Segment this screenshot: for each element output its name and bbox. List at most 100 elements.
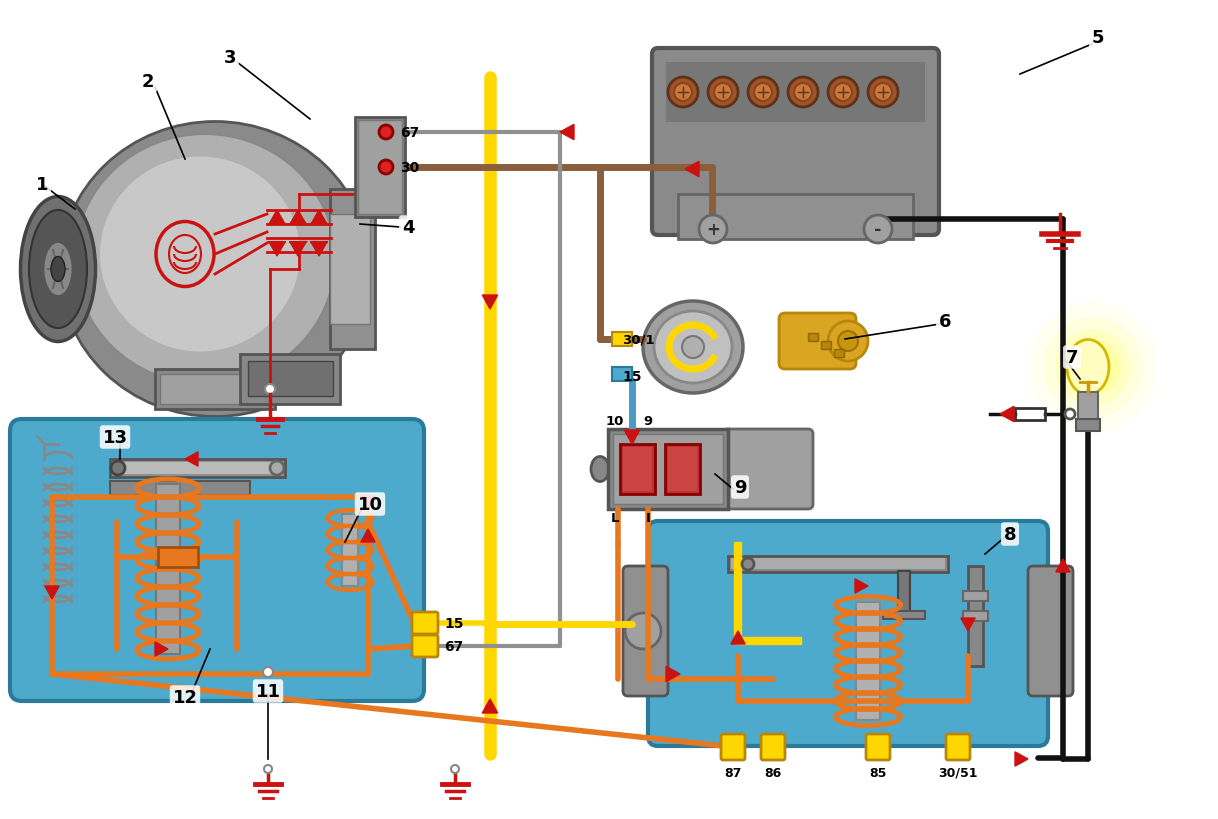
Ellipse shape: [1067, 340, 1110, 395]
Bar: [248, 361, 333, 396]
Circle shape: [625, 613, 661, 649]
Circle shape: [266, 385, 275, 395]
FancyBboxPatch shape: [866, 734, 890, 760]
Text: 30: 30: [400, 161, 419, 174]
Text: 10: 10: [358, 495, 382, 514]
Circle shape: [682, 337, 704, 359]
FancyBboxPatch shape: [721, 734, 745, 760]
Text: 67: 67: [445, 639, 463, 654]
Circle shape: [379, 161, 393, 174]
Text: 11: 11: [256, 682, 280, 700]
Polygon shape: [1056, 559, 1071, 572]
Polygon shape: [361, 529, 375, 542]
Polygon shape: [269, 210, 285, 224]
FancyBboxPatch shape: [652, 49, 939, 236]
Polygon shape: [361, 496, 375, 509]
Text: 7: 7: [1066, 349, 1078, 367]
Polygon shape: [666, 667, 680, 682]
Bar: [1015, 409, 1045, 420]
Text: 2: 2: [141, 73, 155, 91]
Ellipse shape: [100, 157, 300, 352]
Bar: [666, 63, 924, 123]
Polygon shape: [155, 642, 168, 656]
FancyBboxPatch shape: [412, 636, 438, 657]
Bar: [158, 547, 199, 568]
Circle shape: [742, 559, 754, 570]
Circle shape: [864, 215, 892, 244]
Bar: [354, 118, 406, 218]
Bar: [1075, 419, 1100, 432]
Bar: [620, 445, 655, 495]
Bar: [611, 333, 632, 346]
Circle shape: [1055, 329, 1132, 405]
Bar: [665, 445, 700, 495]
Text: 1: 1: [35, 176, 49, 194]
Polygon shape: [685, 162, 699, 178]
Ellipse shape: [748, 78, 778, 108]
Polygon shape: [290, 210, 306, 224]
Bar: [622, 447, 652, 491]
Bar: [856, 602, 879, 720]
Circle shape: [1043, 318, 1142, 418]
Ellipse shape: [714, 84, 732, 102]
Circle shape: [111, 461, 125, 475]
Circle shape: [838, 332, 857, 351]
FancyBboxPatch shape: [412, 613, 438, 634]
Bar: [110, 459, 285, 477]
Bar: [155, 369, 275, 410]
Ellipse shape: [654, 311, 732, 383]
Bar: [613, 434, 723, 505]
Bar: [330, 190, 375, 350]
Circle shape: [1065, 410, 1075, 419]
Circle shape: [264, 765, 272, 773]
Ellipse shape: [29, 210, 86, 328]
Bar: [808, 333, 818, 342]
Circle shape: [1065, 340, 1121, 396]
Bar: [834, 350, 844, 358]
Circle shape: [379, 126, 393, 140]
Ellipse shape: [21, 197, 95, 342]
Ellipse shape: [834, 84, 853, 102]
Bar: [342, 514, 358, 586]
Text: 13: 13: [102, 428, 128, 446]
Bar: [667, 447, 697, 491]
Polygon shape: [290, 242, 306, 256]
Bar: [731, 559, 945, 569]
FancyBboxPatch shape: [648, 522, 1047, 746]
FancyBboxPatch shape: [10, 419, 424, 701]
Text: 4: 4: [402, 219, 414, 237]
Polygon shape: [311, 242, 326, 256]
FancyBboxPatch shape: [622, 566, 667, 696]
Text: 9: 9: [643, 414, 653, 428]
Polygon shape: [855, 579, 868, 594]
Bar: [330, 215, 370, 324]
Polygon shape: [482, 296, 498, 310]
Text: 12: 12: [173, 688, 197, 706]
Ellipse shape: [754, 84, 772, 102]
Ellipse shape: [43, 242, 73, 297]
Text: I: I: [646, 511, 650, 524]
Text: 8: 8: [1004, 525, 1016, 543]
Circle shape: [1028, 303, 1158, 432]
Ellipse shape: [591, 457, 609, 482]
Bar: [1078, 392, 1097, 423]
Bar: [898, 572, 910, 616]
Polygon shape: [560, 125, 574, 141]
Circle shape: [270, 461, 284, 475]
FancyBboxPatch shape: [1028, 566, 1073, 696]
Polygon shape: [269, 242, 285, 256]
FancyBboxPatch shape: [761, 734, 784, 760]
Bar: [113, 463, 283, 474]
Text: 15: 15: [622, 369, 642, 383]
Ellipse shape: [51, 257, 65, 283]
Polygon shape: [1000, 407, 1015, 422]
Polygon shape: [45, 586, 60, 600]
Bar: [110, 482, 250, 495]
Ellipse shape: [788, 78, 818, 108]
Ellipse shape: [828, 78, 857, 108]
Text: 10: 10: [605, 414, 624, 428]
Text: 9: 9: [733, 478, 747, 496]
Circle shape: [451, 765, 459, 773]
Bar: [156, 484, 180, 654]
Bar: [728, 556, 948, 572]
